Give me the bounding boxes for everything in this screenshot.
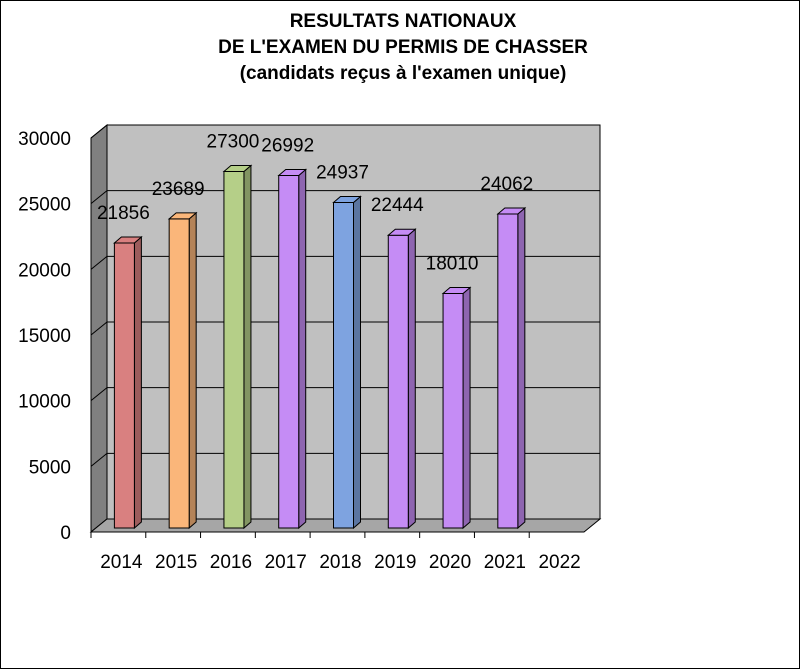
- bar: [113, 235, 143, 530]
- x-tick-label: 2019: [374, 552, 416, 573]
- bar: [222, 164, 253, 530]
- bar-front: [387, 234, 409, 529]
- y-axis-tick-labels: 0 5000 10000 15000 20000 25000 30000: [18, 129, 71, 544]
- title-line-1: RESULTATS NATIONAUX: [290, 11, 517, 32]
- bar-front: [223, 170, 245, 529]
- bar-top: [441, 286, 472, 294]
- bar: [167, 211, 198, 530]
- data-label: 27300: [207, 131, 260, 152]
- data-label: 21856: [97, 203, 150, 224]
- data-label: 18010: [426, 253, 479, 274]
- chart-title: RESULTATS NATIONAUX DE L'EXAMEN DU PERMI…: [218, 11, 588, 84]
- title-line-3: (candidats reçus à l'examen unique): [240, 63, 567, 84]
- data-label: 24937: [316, 162, 369, 183]
- bar-side: [407, 228, 416, 530]
- x-tick-label: 2017: [265, 552, 307, 573]
- gridline-side: [90, 190, 108, 205]
- bar-side: [462, 286, 471, 530]
- x-tick-label: 2018: [319, 552, 361, 573]
- gridline-side: [90, 124, 108, 139]
- bar-top: [222, 164, 253, 172]
- gridline-side: [90, 255, 108, 270]
- x-tick-label: 2016: [210, 552, 252, 573]
- bar-front: [497, 213, 519, 529]
- bar: [441, 286, 472, 530]
- bar-front: [168, 218, 190, 529]
- bar-top: [167, 212, 198, 220]
- bar-top: [113, 236, 143, 244]
- bar-side: [353, 195, 361, 530]
- bars: [113, 164, 527, 530]
- bar-side: [517, 206, 526, 530]
- y-tick-label: 25000: [18, 195, 71, 216]
- bar-side: [188, 211, 197, 530]
- bar-top: [332, 195, 362, 203]
- bar: [332, 195, 362, 530]
- bar-side: [243, 164, 252, 530]
- data-label: 24062: [480, 174, 533, 195]
- bar: [277, 168, 308, 530]
- y-tick-label: 10000: [18, 392, 71, 413]
- gridline-side: [90, 452, 108, 467]
- y-tick-label: 0: [60, 523, 71, 544]
- bar-front: [278, 175, 300, 529]
- x-tick-label: 2015: [155, 552, 197, 573]
- bar-front: [442, 292, 464, 529]
- y-tick-label: 20000: [18, 260, 71, 281]
- x-tick-label: 2021: [484, 552, 526, 573]
- gridline-side: [90, 387, 108, 402]
- bar-front: [113, 242, 135, 529]
- bar-side: [133, 235, 142, 530]
- y-tick-label: 30000: [18, 129, 71, 150]
- bar-side: [298, 168, 307, 530]
- bar: [496, 206, 527, 530]
- data-label: 23689: [152, 179, 205, 200]
- data-label: 26992: [261, 136, 314, 157]
- bar-front: [333, 201, 354, 529]
- x-axis-tick-labels: 2014 2015 2016 2017 2018 2019 2020 2021 2022: [90, 532, 581, 573]
- x-tick-label: 2020: [429, 552, 471, 573]
- title-line-2: DE L'EXAMEN DU PERMIS DE CHASSER: [218, 37, 588, 58]
- bar-top: [386, 228, 417, 236]
- bar: [386, 228, 417, 530]
- y-tick-label: 5000: [29, 457, 71, 478]
- x-tick-label: 2022: [538, 552, 580, 573]
- y-tick-label: 15000: [18, 326, 71, 347]
- gridline-side: [90, 321, 108, 336]
- data-label: 22444: [371, 195, 424, 216]
- x-tick-label: 2014: [100, 552, 143, 573]
- bar-top: [496, 207, 527, 215]
- bar-top: [277, 169, 308, 177]
